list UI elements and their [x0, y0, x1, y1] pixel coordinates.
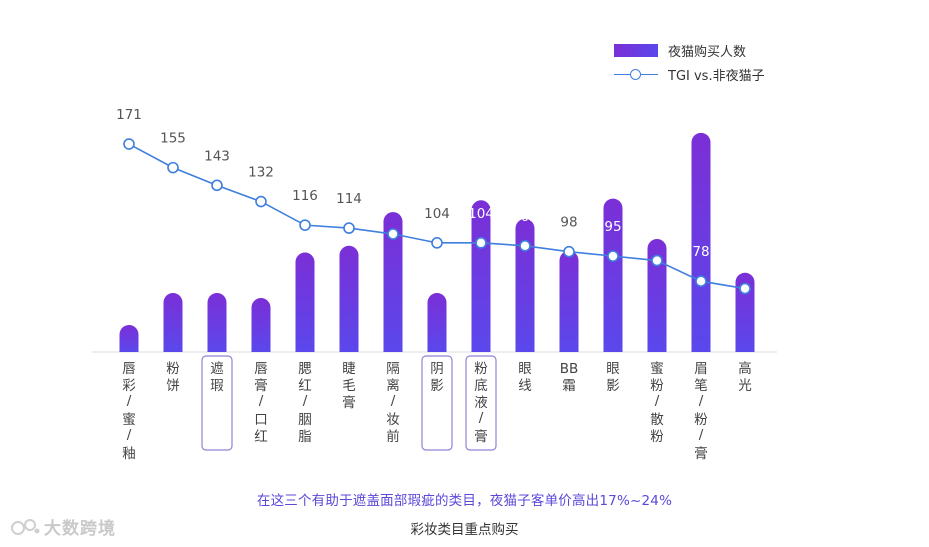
bar[interactable] [383, 212, 403, 352]
bar[interactable] [251, 298, 271, 352]
bar[interactable] [603, 198, 623, 352]
watermark-text: 大数跨境 [44, 519, 116, 539]
tgi-value-label: 104 [424, 206, 450, 222]
tgi-value-label: 73 [736, 252, 753, 268]
bar[interactable] [427, 293, 447, 352]
x-tick-label: 阴影 [430, 361, 444, 394]
watermark: 大数跨境 [10, 514, 116, 539]
legend-line-label: TGI vs.非夜猫子 [668, 68, 765, 84]
x-tick-label: 眉笔/粉/膏 [694, 361, 708, 462]
x-tick-label: 眼线 [518, 361, 532, 394]
tgi-value-label: 110 [380, 197, 406, 213]
bar[interactable] [163, 293, 183, 352]
legend-bar-label: 夜猫购买人数 [668, 44, 747, 60]
highlight-box [421, 355, 453, 451]
tgi-point[interactable] [739, 282, 751, 295]
bar[interactable] [119, 325, 139, 352]
bar[interactable] [735, 272, 755, 352]
watermark-logo-icon [11, 518, 40, 535]
x-tick-label: 粉底液/膏 [474, 361, 488, 445]
tgi-point[interactable] [607, 250, 619, 262]
tgi-point[interactable] [519, 240, 531, 252]
x-tick-label: 腮红/胭脂 [298, 361, 312, 445]
legend-item-line[interactable]: TGI vs.非夜猫子 [614, 62, 765, 86]
legend-bar-swatch [614, 43, 658, 57]
x-tick-label: 唇彩/蜜/釉 [122, 361, 136, 462]
bar[interactable] [295, 252, 315, 352]
legend-item-bars[interactable]: 夜猫购买人数 [614, 38, 765, 62]
legend-line-swatch [614, 68, 658, 81]
tgi-value-label: 78 [692, 244, 709, 260]
x-tick-label: 高光 [738, 360, 752, 394]
tgi-point[interactable] [167, 161, 179, 174]
tgi-point[interactable] [123, 138, 135, 150]
x-tick-label: 睫毛膏 [342, 361, 356, 411]
bar[interactable] [559, 250, 579, 352]
x-tick-label: 隔离/妆前 [386, 361, 400, 445]
tgi-value-label: 95 [604, 219, 621, 235]
x-tick-label: 眼影 [606, 361, 620, 394]
bar[interactable] [339, 245, 359, 352]
tgi-point[interactable] [211, 179, 223, 192]
tgi-value-label: 104 [468, 206, 494, 222]
bar[interactable] [207, 293, 227, 352]
tgi-point[interactable] [299, 219, 311, 231]
tgi-value-label: 171 [116, 107, 142, 123]
bar[interactable] [515, 218, 535, 352]
tgi-point[interactable] [563, 245, 575, 258]
tgi-value-label: 132 [248, 165, 274, 181]
tgi-value-label: 155 [160, 131, 186, 147]
tgi-point[interactable] [695, 275, 707, 288]
tgi-point[interactable] [387, 228, 399, 240]
tgi-value-label: 98 [560, 215, 577, 231]
bar[interactable] [691, 132, 711, 352]
tgi-point[interactable] [431, 237, 443, 249]
tgi-value-label: 116 [292, 188, 318, 204]
x-tick-label: BB 霜 [560, 361, 579, 394]
x-tick-label: 遮瑕 [210, 361, 224, 394]
tgi-value-label: 102 [512, 209, 538, 225]
tgi-point[interactable] [651, 254, 663, 267]
bar[interactable] [471, 200, 491, 352]
x-tick-label: 蜜粉/散粉 [650, 361, 664, 445]
legend: 夜猫购买人数 TGI vs.非夜猫子 [614, 38, 765, 86]
tgi-value-label: 92 [648, 224, 665, 240]
tgi-value-label: 143 [204, 148, 230, 164]
x-tick-label: 粉饼 [166, 361, 180, 394]
chart-caption: 彩妆类目重点购买 [410, 522, 519, 538]
bar[interactable] [647, 239, 667, 352]
x-tick-label: 唇膏/口红 [254, 361, 268, 445]
insight-note: 在这三个有助于遮盖面部瑕疵的类目，夜猫子客单价高出17%~24% [256, 493, 673, 509]
tgi-point[interactable] [343, 222, 355, 234]
highlight-box [201, 355, 233, 451]
tgi-point[interactable] [255, 195, 267, 208]
highlight-box [465, 355, 497, 451]
tgi-value-label: 114 [336, 191, 362, 207]
tgi-point[interactable] [475, 237, 487, 249]
